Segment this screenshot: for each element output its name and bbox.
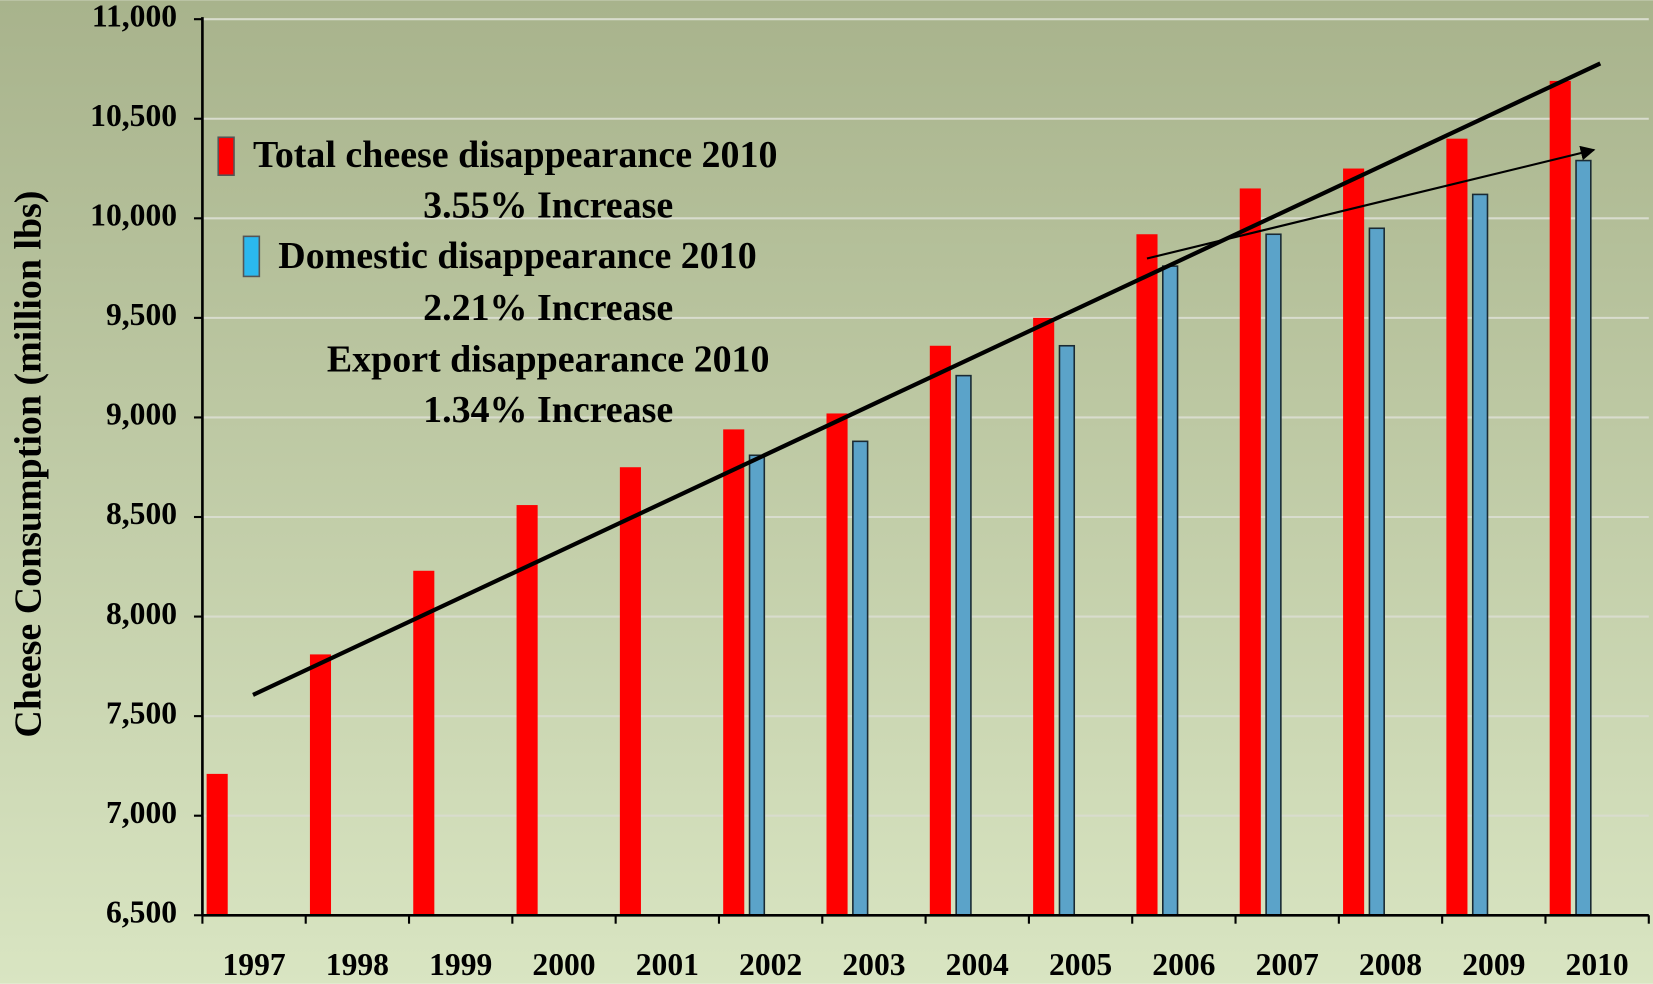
bar <box>852 440 869 917</box>
y-tick-label: 10,000 <box>90 198 177 233</box>
bar <box>1575 159 1592 917</box>
y-tick-label: 9,000 <box>106 397 177 432</box>
x-tick-label: 2002 <box>739 947 802 982</box>
bar <box>619 467 641 916</box>
bar <box>1239 188 1261 916</box>
annotation: Export disappearance 2010 <box>327 339 770 381</box>
y-tick-label: 6,500 <box>106 895 177 930</box>
bar <box>1343 168 1365 916</box>
bar <box>516 505 538 916</box>
y-axis-label: Cheese Consumption (million lbs) <box>7 191 49 738</box>
y-tick-label: 7,500 <box>106 695 177 730</box>
bar <box>413 570 435 916</box>
bar <box>309 654 332 916</box>
bar <box>826 413 848 916</box>
bar <box>1136 234 1158 916</box>
legend-swatch <box>217 136 235 177</box>
bar <box>723 429 745 916</box>
y-tick-label: 8,500 <box>106 496 177 531</box>
bar <box>1058 344 1076 917</box>
legend-label: Domestic disappearance 2010 <box>278 235 756 277</box>
annotation: 2.21% Increase <box>423 287 673 329</box>
x-tick-label: 1998 <box>326 947 389 982</box>
bar <box>206 773 228 916</box>
annotation: 3.55% Increase <box>423 185 673 227</box>
bar <box>1162 265 1179 917</box>
x-tick-label: 1999 <box>429 947 492 982</box>
y-tick-label: 7,000 <box>106 795 177 830</box>
x-tick-label: 2001 <box>636 947 699 982</box>
legend-label: Total cheese disappearance 2010 <box>253 134 777 176</box>
bar <box>1471 193 1489 917</box>
bar <box>1549 80 1571 916</box>
x-tick-label: 2006 <box>1152 947 1215 982</box>
x-tick-label: 2005 <box>1049 947 1112 982</box>
bar <box>955 374 972 917</box>
x-tick-label: 2010 <box>1566 947 1629 982</box>
bar <box>929 345 951 916</box>
trend-arrow <box>1146 145 1596 260</box>
bar <box>1446 138 1468 916</box>
bar <box>1368 227 1385 917</box>
legend-swatch <box>242 235 261 278</box>
x-tick-label: 2009 <box>1462 947 1525 982</box>
x-tick-label: 2007 <box>1256 947 1319 982</box>
bar <box>1033 317 1055 916</box>
x-tick-label: 1997 <box>222 947 285 982</box>
y-tick-label: 8,000 <box>106 596 177 631</box>
bar <box>1265 233 1282 917</box>
bar <box>748 454 766 917</box>
y-tick-label: 9,500 <box>106 297 177 332</box>
trend-line <box>252 61 1602 697</box>
x-tick-label: 2003 <box>842 947 905 982</box>
x-tick-label: 2008 <box>1359 947 1422 982</box>
x-tick-label: 2004 <box>946 947 1009 982</box>
x-tick-label: 2000 <box>532 947 595 982</box>
y-tick-label: 11,000 <box>92 0 177 33</box>
annotation: 1.34% Increase <box>423 389 673 431</box>
y-tick-label: 10,500 <box>90 98 177 133</box>
